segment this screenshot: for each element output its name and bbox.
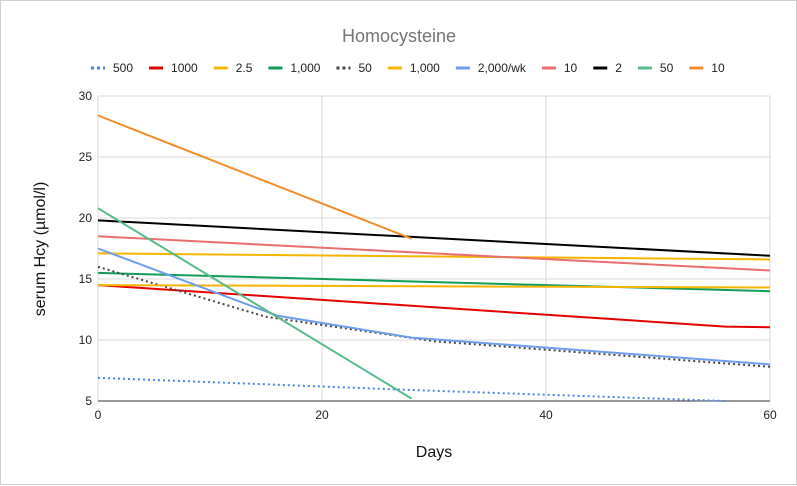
series-line-3 <box>97 271 771 293</box>
chart-title: Homocysteine <box>342 26 456 46</box>
series-line-2 <box>97 252 771 261</box>
y-tick-label: 20 <box>79 211 93 225</box>
legend-label: 2 <box>615 61 622 75</box>
legend-item-4: 50 <box>336 61 372 75</box>
legend-item-8: 2 <box>593 61 622 75</box>
legend-item-6: 2,000/wk <box>455 61 527 75</box>
series-line-9 <box>97 207 413 400</box>
y-tick-label: 15 <box>79 272 93 286</box>
legend-item-9: 50 <box>637 61 674 75</box>
legend: 500 1000 2.5 1,000 50 1,000 2,000/wk 10 2 50 10 <box>91 61 725 75</box>
x-tick-label: 0 <box>95 408 102 422</box>
series-line-10 <box>97 114 412 240</box>
plot-area <box>97 114 771 402</box>
legend-label: 1,000 <box>410 61 440 75</box>
y-tick-label: 30 <box>79 89 93 103</box>
legend-label: 1000 <box>171 61 198 75</box>
legend-label: 2.5 <box>236 61 253 75</box>
y-axis-label: serum Hcy (µmol/l) <box>32 182 49 317</box>
legend-label: 10 <box>564 61 578 75</box>
series-line-1 <box>97 284 771 329</box>
legend-item-5: 1,000 <box>387 61 440 75</box>
series-line-7 <box>97 235 771 272</box>
legend-label: 10 <box>711 61 725 75</box>
x-axis-label: Days <box>416 444 452 461</box>
y-axis-ticks: 5 10 15 20 25 30 <box>79 89 93 408</box>
legend-item-1: 1000 <box>149 61 198 75</box>
legend-label: 500 <box>113 61 133 75</box>
legend-label: 50 <box>358 61 372 75</box>
x-tick-label: 20 <box>315 408 329 422</box>
x-tick-label: 40 <box>539 408 553 422</box>
series-line-8 <box>97 219 771 257</box>
series-line-5 <box>97 284 771 289</box>
legend-item-2: 2.5 <box>213 61 253 75</box>
y-tick-label: 10 <box>79 333 93 347</box>
series-line-6 <box>97 247 771 366</box>
x-tick-label: 60 <box>763 408 777 422</box>
legend-item-7: 10 <box>541 61 578 75</box>
legend-label: 50 <box>660 61 674 75</box>
legend-item-10: 10 <box>689 61 725 75</box>
legend-item-3: 1,000 <box>268 61 321 75</box>
x-axis-ticks: 0 20 40 60 <box>95 408 777 422</box>
legend-label: 2,000/wk <box>478 61 527 75</box>
series-line-4 <box>97 265 771 368</box>
y-tick-label: 5 <box>85 394 92 408</box>
legend-label: 1,000 <box>290 61 320 75</box>
legend-item-0: 500 <box>91 61 133 75</box>
gridlines <box>97 95 771 402</box>
y-tick-label: 25 <box>79 150 93 164</box>
